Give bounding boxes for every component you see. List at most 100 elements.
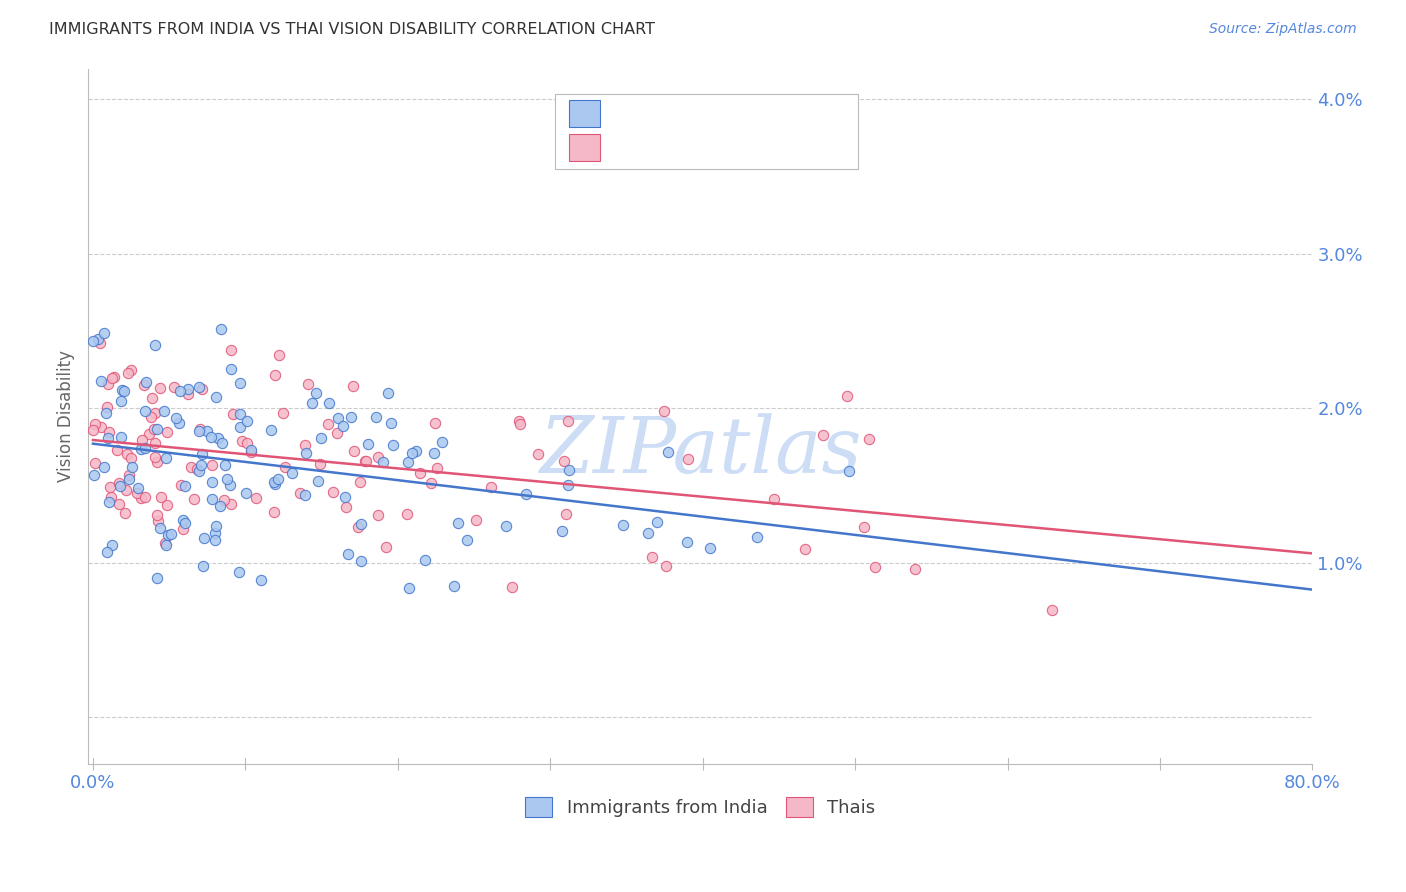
Legend: Immigrants from India, Thais: Immigrants from India, Thais xyxy=(519,790,883,824)
Point xyxy=(143,450,166,464)
Point xyxy=(143,338,166,352)
Point xyxy=(447,516,470,531)
Point xyxy=(87,333,110,347)
Point xyxy=(155,450,177,465)
Point xyxy=(103,369,125,384)
Point xyxy=(267,472,290,486)
Point xyxy=(146,421,169,435)
Point xyxy=(347,520,370,534)
Point xyxy=(456,533,478,547)
Point xyxy=(84,456,107,470)
Point xyxy=(423,446,446,460)
Point xyxy=(96,545,118,559)
Point xyxy=(201,492,224,507)
Point xyxy=(551,524,574,539)
Point xyxy=(409,466,432,480)
Point xyxy=(187,465,209,479)
Point xyxy=(294,437,316,451)
Point xyxy=(200,430,222,444)
Point xyxy=(115,446,138,460)
Point xyxy=(105,443,128,458)
Point xyxy=(309,431,332,445)
Point xyxy=(676,534,699,549)
Point xyxy=(146,514,169,528)
Point xyxy=(333,490,356,504)
Point xyxy=(281,466,304,480)
Point xyxy=(146,455,169,469)
Point xyxy=(1040,603,1063,617)
Point xyxy=(219,343,242,357)
Point xyxy=(174,479,197,493)
Point xyxy=(219,361,242,376)
Point xyxy=(465,513,488,527)
Point xyxy=(295,446,318,460)
Point xyxy=(423,416,446,430)
Text: R = -0.209: R = -0.209 xyxy=(614,104,711,122)
Point xyxy=(342,379,364,393)
Point xyxy=(377,385,399,400)
Point xyxy=(263,475,285,490)
Point xyxy=(336,547,359,561)
Point xyxy=(250,573,273,587)
Point xyxy=(139,409,162,424)
Point xyxy=(297,376,319,391)
Point xyxy=(114,384,136,399)
Point xyxy=(240,445,263,459)
Point xyxy=(188,380,211,394)
Point xyxy=(307,474,329,488)
Point xyxy=(111,383,134,397)
Point xyxy=(699,541,721,556)
Point xyxy=(190,458,212,473)
Point xyxy=(332,418,354,433)
Point xyxy=(401,446,423,460)
Point xyxy=(97,432,120,446)
Point xyxy=(163,380,186,394)
Point xyxy=(263,368,285,382)
Point xyxy=(381,438,404,452)
Point xyxy=(357,437,380,451)
Point xyxy=(155,538,177,552)
Point xyxy=(96,406,118,420)
Point xyxy=(138,427,160,442)
Point xyxy=(169,384,191,398)
Point xyxy=(214,492,236,507)
Point xyxy=(141,391,163,405)
Point xyxy=(395,507,418,521)
Point xyxy=(508,414,530,428)
Point xyxy=(398,581,420,595)
Point xyxy=(837,389,859,403)
Point xyxy=(127,486,149,500)
Point xyxy=(98,425,121,439)
Point xyxy=(236,436,259,450)
Point xyxy=(177,387,200,401)
Text: N = 118: N = 118 xyxy=(745,104,820,122)
Point xyxy=(134,404,156,418)
Point xyxy=(107,475,129,490)
Point xyxy=(245,491,267,505)
Point xyxy=(129,442,152,456)
Point xyxy=(326,426,349,441)
Point xyxy=(205,519,228,533)
Point xyxy=(655,559,678,574)
Point xyxy=(165,411,187,425)
Point xyxy=(83,467,105,482)
Point xyxy=(301,396,323,410)
Point xyxy=(114,506,136,520)
Point xyxy=(177,382,200,396)
Text: N = 109: N = 109 xyxy=(745,138,820,156)
Point xyxy=(558,462,581,476)
Point xyxy=(195,424,218,438)
Point xyxy=(432,435,454,450)
Point xyxy=(170,477,193,491)
Point xyxy=(98,480,121,494)
Point xyxy=(90,420,112,434)
Point xyxy=(342,443,364,458)
Point xyxy=(146,572,169,586)
Point xyxy=(110,430,132,444)
Point xyxy=(263,477,285,491)
Point xyxy=(193,531,215,545)
Point xyxy=(191,558,214,573)
Point xyxy=(134,442,156,456)
Point xyxy=(678,452,700,467)
Point xyxy=(228,565,250,579)
